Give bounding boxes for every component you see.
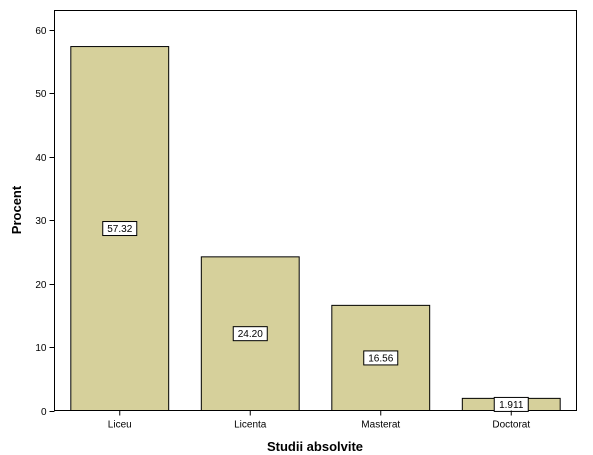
data-label: 1.911 — [499, 400, 524, 411]
y-tick-label: 20 — [35, 280, 47, 291]
data-label: 24.20 — [238, 329, 263, 340]
x-axis-title: Studii absolvite — [267, 439, 363, 454]
y-tick-label: 40 — [35, 153, 47, 164]
y-axis-title: Procent — [9, 185, 24, 234]
x-tick-label: Liceu — [108, 420, 132, 431]
data-label: 16.56 — [368, 353, 393, 364]
x-tick-label: Masterat — [361, 420, 400, 431]
data-label: 57.32 — [107, 224, 132, 235]
data-label-box — [232, 326, 268, 342]
y-tick-label: 10 — [35, 343, 47, 354]
data-label-box — [102, 221, 138, 237]
y-tick-label: 30 — [35, 216, 47, 227]
y-tick-label: 0 — [41, 407, 47, 418]
x-axis: Liceu Licenta Masterat Doctorat — [108, 410, 530, 431]
x-tick-label: Licenta — [234, 420, 267, 431]
bars-group: 57.32 24.20 16.56 1.911 — [70, 46, 561, 412]
data-label-box — [363, 350, 399, 366]
y-tick-label: 50 — [35, 89, 47, 100]
y-tick-label: 60 — [35, 26, 47, 37]
y-axis: 0 10 20 30 40 50 60 — [35, 26, 55, 418]
x-tick-label: Doctorat — [492, 420, 530, 431]
